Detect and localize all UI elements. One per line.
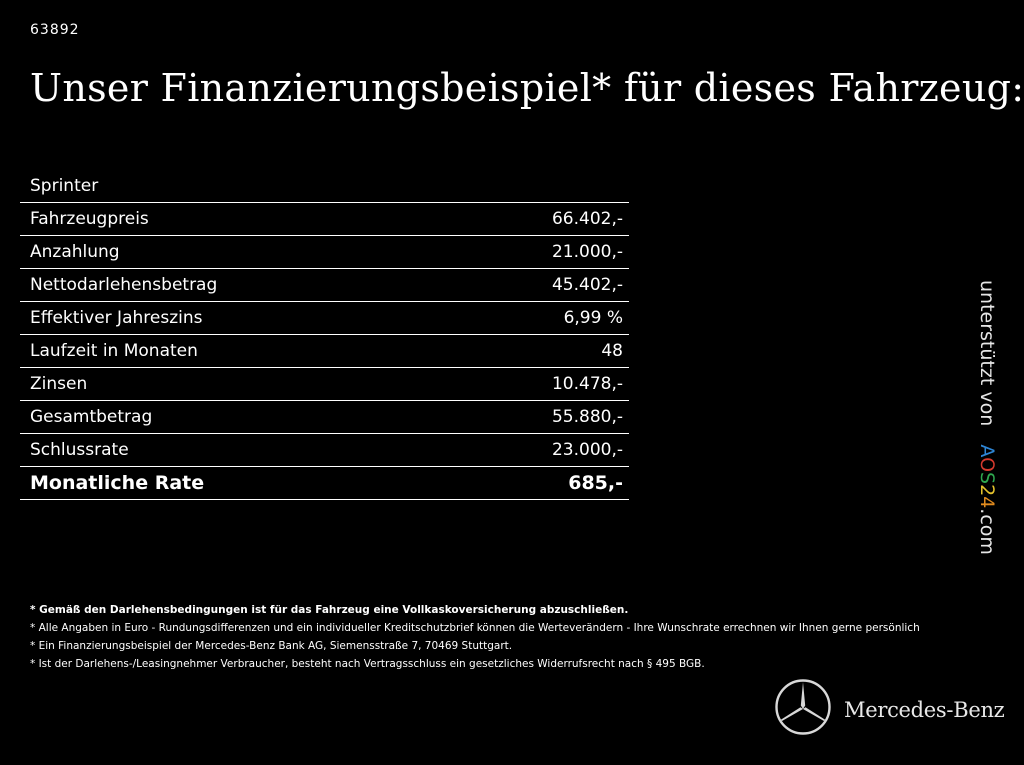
row-label: Zinsen xyxy=(20,367,447,401)
aos-tld: .com xyxy=(976,508,998,555)
brand-name: Mercedes-Benz xyxy=(844,698,1005,722)
mercedes-star-icon xyxy=(775,679,831,735)
supported-by-badge: unterstützt von AOS24.com xyxy=(970,280,1000,560)
table-row: Laufzeit in Monaten 48 xyxy=(20,334,629,368)
row-label: Fahrzeugpreis xyxy=(20,202,447,236)
row-value: 10.478,- xyxy=(446,367,629,401)
brand-logo: Mercedes-Benz xyxy=(774,678,1014,738)
table-row: Anzahlung 21.000,- xyxy=(20,235,629,269)
row-label: Effektiver Jahreszins xyxy=(20,301,447,335)
page-title: Unser Finanzierungsbeispiel* für dieses … xyxy=(30,66,1024,110)
row-label: Anzahlung xyxy=(20,235,447,269)
footnotes: * Gemäß den Darlehensbedingungen ist für… xyxy=(30,601,920,673)
aos-letter-a: A xyxy=(976,444,998,458)
aos-digit-4: 4 xyxy=(976,496,998,509)
aos-letter-o: O xyxy=(976,457,998,473)
finance-table: Sprinter Fahrzeugpreis 66.402,- Anzahlun… xyxy=(20,170,629,500)
row-value: 6,99 % xyxy=(446,301,629,335)
row-value: 66.402,- xyxy=(446,202,629,236)
supported-by-text: unterstützt von AOS24.com xyxy=(976,280,998,555)
row-label: Schlussrate xyxy=(20,433,447,467)
footnote: * Ein Finanzierungsbeispiel der Mercedes… xyxy=(30,640,513,652)
row-value: 45.402,- xyxy=(446,268,629,302)
row-label: Gesamtbetrag xyxy=(20,400,447,434)
table-row: Schlussrate 23.000,- xyxy=(20,433,629,467)
reference-number: 63892 xyxy=(30,22,80,38)
footnote: * Ist der Darlehens-/Leasingnehmer Verbr… xyxy=(30,658,705,670)
row-value: 23.000,- xyxy=(446,433,629,467)
table-row-model: Sprinter xyxy=(20,170,629,203)
table-row: Nettodarlehensbetrag 45.402,- xyxy=(20,268,629,302)
table-row: Zinsen 10.478,- xyxy=(20,367,629,401)
row-value: 55.880,- xyxy=(446,400,629,434)
footnote: * Alle Angaben in Euro - Rundungsdiffere… xyxy=(30,622,920,634)
model-name: Sprinter xyxy=(20,170,629,203)
aos-digit-2: 2 xyxy=(976,484,998,497)
aos24-logo: AOS24.com xyxy=(976,432,998,555)
footnote: * Gemäß den Darlehensbedingungen ist für… xyxy=(30,604,629,616)
row-value: 48 xyxy=(446,334,629,368)
supported-by-label: unterstützt von xyxy=(976,280,998,427)
row-label: Laufzeit in Monaten xyxy=(20,334,447,368)
row-value: 21.000,- xyxy=(446,235,629,269)
table-row-total: Monatliche Rate 685,- xyxy=(20,466,629,500)
row-label: Nettodarlehensbetrag xyxy=(20,268,447,302)
table-row: Fahrzeugpreis 66.402,- xyxy=(20,202,629,236)
total-label: Monatliche Rate xyxy=(20,466,447,500)
table-row: Effektiver Jahreszins 6,99 % xyxy=(20,301,629,335)
table-row: Gesamtbetrag 55.880,- xyxy=(20,400,629,434)
aos-letter-s: S xyxy=(976,472,998,485)
total-value: 685,- xyxy=(446,466,629,500)
